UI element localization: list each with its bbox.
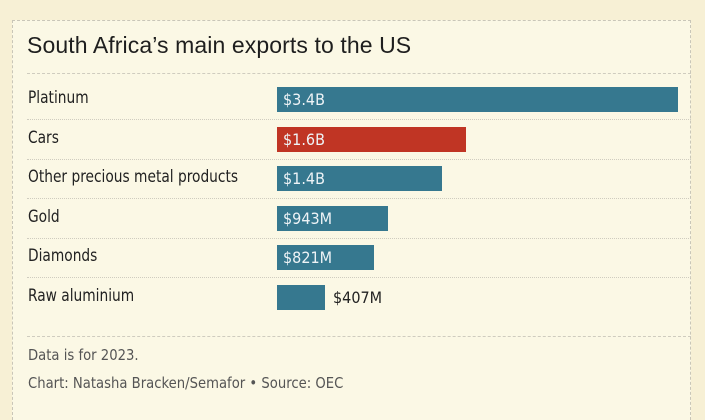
data-label: $3.4B: [283, 90, 325, 109]
data-label: $821M: [283, 248, 333, 267]
data-note: Data is for 2023.: [28, 346, 139, 364]
category-label: Platinum: [28, 88, 89, 108]
bar: $3.4B: [277, 87, 678, 112]
category-label: Other precious metal products: [28, 167, 239, 187]
bar: $1.4B: [277, 166, 442, 191]
row-divider: [27, 198, 691, 199]
category-label: Diamonds: [28, 246, 98, 266]
data-label: $1.6B: [283, 129, 325, 149]
bar: $407M: [277, 284, 382, 310]
category-label: Raw aluminium: [28, 285, 135, 306]
row-divider: [27, 237, 691, 239]
footer-divider: [27, 336, 691, 337]
chart-panel: South Africa’s main exports to the US Pl…: [12, 20, 691, 420]
bar: $821M: [277, 245, 374, 270]
row-divider: [27, 158, 691, 160]
bar: $1.6B: [277, 126, 466, 152]
title-divider: [27, 73, 691, 74]
category-label: Gold: [28, 206, 60, 227]
data-label: $407M: [333, 287, 383, 307]
chart-title: South Africa’s main exports to the US: [27, 32, 412, 58]
chart-credit: Chart: Natasha Bracken/Semafor • Source:…: [28, 374, 344, 392]
row-divider: [27, 277, 691, 278]
data-label: $943M: [283, 208, 333, 228]
data-label: $1.4B: [283, 169, 325, 188]
bar: $943M: [277, 205, 388, 231]
category-label: Cars: [28, 127, 59, 148]
row-divider: [27, 119, 691, 120]
